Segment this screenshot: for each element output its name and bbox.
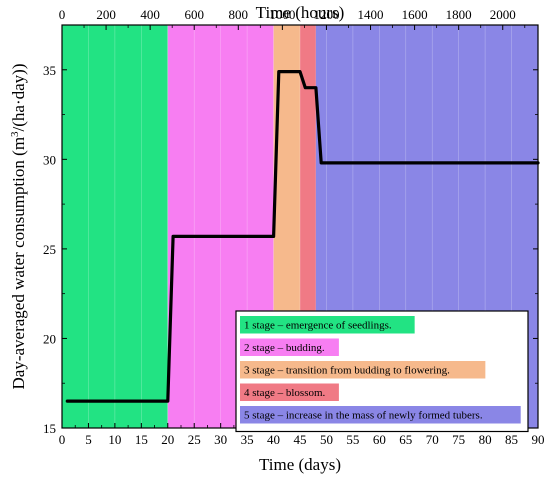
axis-ticks: 0 5 10 15 20 25 30 35 40 45 50 55 60 65 70 75 80 85 90 0 200…	[43, 7, 545, 447]
x-tick-label: 85	[505, 432, 518, 447]
legend: 1 stage – emergence of seedlings. 2 stage…	[235, 310, 529, 433]
x-tick-label: 50	[320, 432, 333, 447]
x2-tick-label: 1000	[269, 7, 295, 22]
x2-tick-label: 2000	[490, 7, 516, 22]
x-tick-label: 75	[452, 432, 465, 447]
x2-tick-label: 200	[96, 7, 116, 22]
x-tick-label: 5	[85, 432, 92, 447]
y-axis-title-sup: 3	[9, 131, 21, 137]
legend-swatch-3	[240, 361, 486, 379]
x-tick-label: 20	[161, 432, 174, 447]
legend-label-5: 5 stage – increase in the mass of newly …	[244, 410, 483, 422]
x-tick-label: 25	[188, 432, 201, 447]
x2-tick-label: 600	[184, 7, 204, 22]
x-tick-label: 0	[59, 432, 66, 447]
stage-band-1	[62, 25, 168, 428]
x2-tick-label: 400	[140, 7, 160, 22]
x-tick-label: 30	[214, 432, 227, 447]
legend-swatch-1	[240, 316, 415, 334]
legend-swatch-2	[240, 338, 339, 356]
x-tick-label: 40	[267, 432, 280, 447]
x2-tick-label: 0	[59, 7, 66, 22]
y-tick-label: 20	[43, 331, 56, 346]
x2-tick-label: 800	[229, 7, 249, 22]
x2-tick-label: 1200	[313, 7, 339, 22]
x2-tick-label: 1400	[358, 7, 384, 22]
x-tick-label: 70	[426, 432, 439, 447]
legend-swatch-5	[240, 406, 521, 424]
y-axis-title-tail: /(ha·day))	[9, 63, 28, 131]
y-axis-title-main: Day-averaged water consumption (m	[9, 137, 28, 390]
legend-label-2: 2 stage – budding.	[244, 342, 325, 354]
x-tick-label: 55	[346, 432, 359, 447]
y-tick-label: 35	[43, 63, 56, 78]
x2-axis-title: Time (hours)	[256, 3, 345, 22]
series-layer	[65, 69, 540, 403]
x2-tick-label: 1800	[446, 7, 472, 22]
x-tick-label: 15	[135, 432, 148, 447]
x-tick-label: 45	[294, 432, 307, 447]
y-tick-label: 25	[43, 242, 56, 257]
y-axis-title: Day-averaged water consumption (m3/(ha·d…	[9, 63, 28, 389]
legend-swatch-4	[240, 383, 339, 401]
y-tick-label: 30	[43, 152, 56, 167]
x-tick-label: 80	[479, 432, 492, 447]
series-line-1	[65, 69, 540, 403]
x-tick-label: 65	[399, 432, 412, 447]
legend-label-4: 4 stage – blossom.	[244, 387, 326, 399]
x-tick-label: 60	[373, 432, 386, 447]
legend-label-1: 1 stage – emergence of seedlings.	[244, 320, 392, 332]
legend-label-3: 3 stage – transition from budding to flo…	[244, 365, 450, 377]
x-axis-title: Time (days)	[259, 455, 341, 474]
x2-tick-label: 1600	[402, 7, 428, 22]
x-tick-label: 10	[108, 432, 121, 447]
y-tick-label: 15	[43, 421, 56, 436]
x-tick-label: 35	[241, 432, 254, 447]
x-tick-label: 90	[532, 432, 545, 447]
